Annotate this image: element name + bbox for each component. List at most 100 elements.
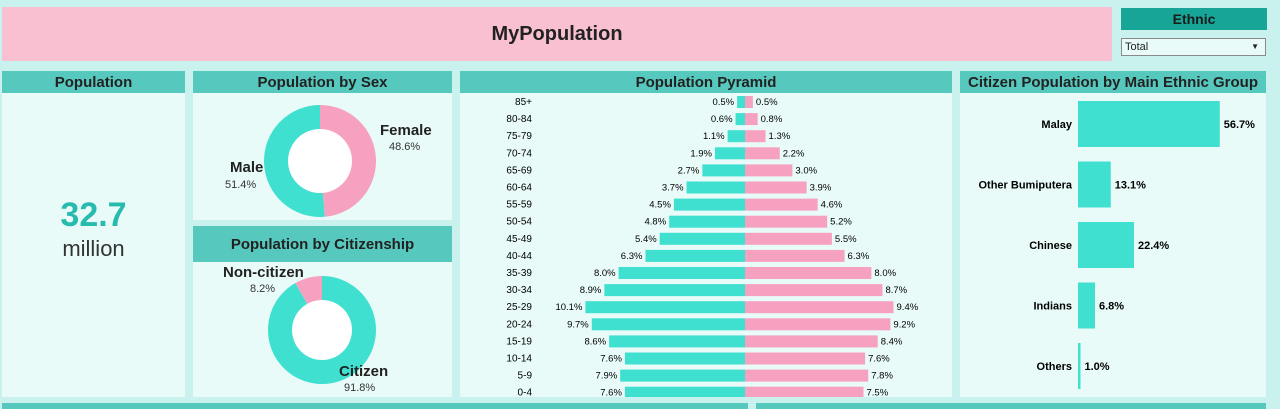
pyramid-female-bar[interactable] (745, 130, 766, 143)
pyramid-female-bar[interactable] (745, 301, 894, 314)
pyramid-male-value: 8.0% (594, 268, 616, 279)
citizen-label: Citizen (339, 363, 389, 380)
ethnic-filter-label: Ethnic (1121, 8, 1267, 30)
pyramid-female-bar[interactable] (745, 335, 878, 348)
ethnic-category-label: Malay (1041, 119, 1072, 131)
pyramid-age-label: 0-4 (518, 388, 533, 397)
ethnic-group-chart: Malay 56.7% Other Bumiputera 13.1% Chinese 22… (978, 101, 1255, 389)
pyramid-male-value: 7.9% (596, 371, 618, 382)
pyramid-female-value: 0.8% (761, 114, 783, 125)
pyramid-age-label: 80-84 (506, 114, 532, 125)
pyramid-female-bar[interactable] (745, 284, 883, 297)
pyramid-female-value: 5.5% (835, 234, 857, 245)
population-panel: 32.7 million (2, 93, 185, 397)
ethnic-filter-dropdown[interactable]: Total ▼ (1121, 38, 1266, 56)
pyramid-female-value: 4.6% (821, 200, 843, 211)
ethnic-bar[interactable] (1078, 222, 1134, 268)
pyramid-female-bar[interactable] (745, 267, 872, 279)
pyramid-male-value: 7.6% (600, 354, 622, 365)
pyramid-female-bar[interactable] (745, 96, 753, 108)
pyramid-male-value: 0.6% (711, 114, 733, 125)
pyramid-male-bar[interactable] (659, 232, 745, 245)
pyramid-male-bar[interactable] (591, 318, 745, 331)
pyramid-female-value: 2.2% (783, 148, 805, 159)
pyramid-age-label: 45-49 (506, 234, 532, 245)
pyramid-female-value: 8.0% (874, 268, 896, 279)
pyramid-male-value: 1.1% (703, 131, 725, 142)
bottom-panel-header-right (756, 403, 1266, 409)
ethnic-bar[interactable] (1078, 101, 1220, 147)
pyramid-female-bar[interactable] (745, 386, 864, 397)
ethnic-value-label: 56.7% (1224, 119, 1255, 131)
sex-male-pct: 51.4% (225, 179, 257, 191)
pyramid-male-bar[interactable] (737, 96, 745, 108)
citizenship-panel: Non-citizen 8.2% Citizen 91.8% (193, 262, 452, 397)
pyramid-female-bar[interactable] (745, 352, 866, 365)
chevron-down-icon[interactable]: ▼ (1251, 42, 1259, 51)
pyramid-female-bar[interactable] (745, 215, 828, 228)
noncitizen-label: Non-citizen (223, 264, 304, 281)
pyramid-male-bar[interactable] (669, 215, 745, 228)
citizenship-header: Population by Citizenship (193, 226, 452, 262)
pyramid-female-bar[interactable] (745, 369, 869, 382)
pyramid-male-bar[interactable] (702, 164, 745, 177)
pyramid-male-bar[interactable] (686, 181, 745, 194)
ethnic-filter-value: Total (1125, 41, 1149, 53)
pyramid-male-bar[interactable] (714, 147, 745, 160)
pyramid-male-bar[interactable] (585, 301, 745, 314)
ethnic-bar[interactable] (1078, 343, 1081, 389)
pyramid-male-bar[interactable] (645, 249, 745, 262)
pyramid-female-bar[interactable] (745, 113, 758, 126)
pyramid-age-label: 65-69 (506, 165, 532, 176)
pyramid-male-bar[interactable] (620, 369, 745, 382)
noncitizen-pct: 8.2% (250, 283, 276, 295)
pyramid-male-bar[interactable] (618, 267, 745, 279)
pyramid-age-label: 15-19 (506, 336, 532, 347)
pyramid-age-label: 5-9 (518, 371, 533, 382)
pyramid-male-bar[interactable] (735, 113, 745, 126)
pyramid-age-label: 60-64 (506, 183, 532, 194)
pyramid-male-bar[interactable] (727, 130, 745, 143)
pyramid-male-bar[interactable] (673, 198, 745, 211)
pyramid-male-bar[interactable] (604, 284, 745, 297)
pyramid-female-value: 5.2% (830, 217, 852, 228)
population-header: Population (2, 71, 185, 93)
pyramid-female-bar[interactable] (745, 318, 891, 331)
bottom-panel-header-left (2, 403, 748, 409)
pyramid-female-bar[interactable] (745, 147, 780, 160)
pyramid-male-bar[interactable] (624, 386, 745, 397)
sex-female-pct: 48.6% (389, 141, 421, 153)
ethnic-category-label: Chinese (1029, 240, 1072, 252)
pyramid-age-label: 25-29 (506, 302, 532, 313)
pyramid-female-bar[interactable] (745, 164, 793, 177)
pyramid-age-label: 70-74 (506, 148, 532, 159)
ethnic-value-label: 1.0% (1085, 361, 1110, 373)
sex-male-label: Male (230, 159, 264, 176)
pyramid-header: Population Pyramid (460, 71, 952, 93)
pyramid-female-value: 3.0% (795, 165, 817, 176)
pyramid-female-value: 1.3% (769, 131, 791, 142)
pyramid-male-value: 4.5% (649, 200, 671, 211)
ethnic-chart-header: Citizen Population by Main Ethnic Group (960, 71, 1266, 93)
ethnic-bar[interactable] (1078, 161, 1111, 208)
pyramid-female-value: 7.8% (871, 371, 893, 382)
pyramid-age-label: 55-59 (506, 200, 532, 211)
pyramid-age-label: 40-44 (506, 251, 532, 262)
pyramid-female-bar[interactable] (745, 232, 832, 245)
population-value: 32.7 (60, 196, 127, 234)
pyramid-age-label: 20-24 (506, 319, 532, 330)
citizen-pct: 91.8% (344, 382, 376, 394)
pyramid-female-bar[interactable] (745, 198, 818, 211)
sex-header: Population by Sex (193, 71, 452, 93)
pyramid-male-value: 9.7% (567, 319, 589, 330)
dashboard-title: MyPopulation (2, 7, 1112, 61)
pyramid-panel: 85+ 0.5% 0.5% 80-84 0.6% 0.8% 75-79 1.1% 1.3% 70-… (460, 93, 952, 397)
ethnic-bar[interactable] (1078, 282, 1095, 329)
pyramid-male-bar[interactable] (609, 335, 745, 348)
pyramid-male-bar[interactable] (624, 352, 745, 365)
pyramid-female-bar[interactable] (745, 249, 845, 262)
pyramid-age-label: 10-14 (506, 354, 532, 365)
population-pyramid-chart: 85+ 0.5% 0.5% 80-84 0.6% 0.8% 75-79 1.1% 1.3% 70-… (506, 96, 919, 397)
pyramid-female-bar[interactable] (745, 181, 807, 194)
ethnic-category-label: Indians (1033, 301, 1072, 313)
